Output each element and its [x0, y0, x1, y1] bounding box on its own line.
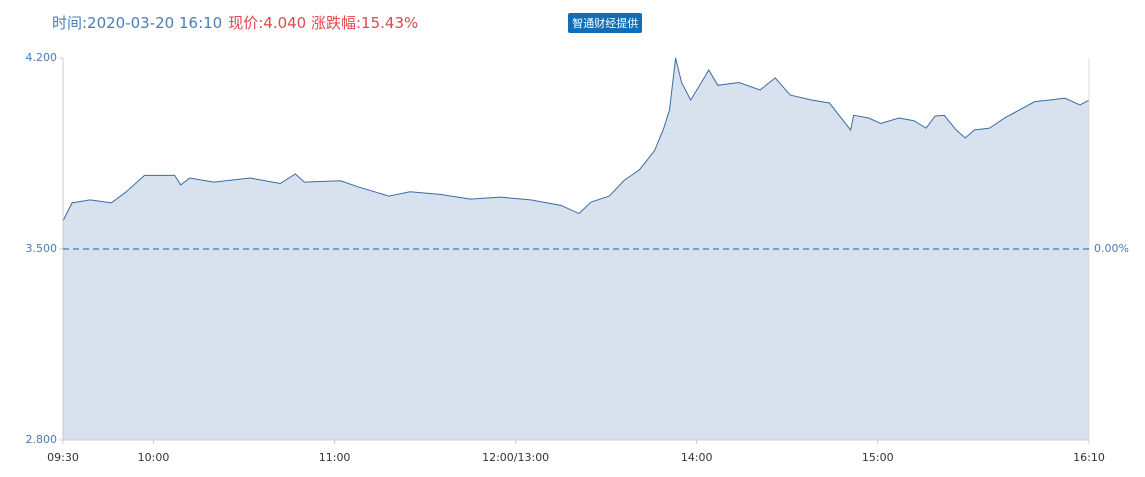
y-tick-label: 2.800: [26, 433, 58, 446]
x-tick-label: 15:00: [862, 451, 894, 464]
price: 现价:4.040 涨跌幅:15.43%: [228, 14, 419, 32]
x-tick-label: 09:30: [47, 451, 79, 464]
y-tick-label: 3.500: [26, 242, 58, 255]
x-tick-label: 11:00: [319, 451, 351, 464]
time: 时间:2020-03-20 16:10: [52, 14, 223, 32]
x-tick-label: 16:10: [1073, 451, 1105, 464]
y-tick-label: 4.200: [26, 51, 58, 64]
header: 时间:2020-03-20 16:10 现价:4.040 涨跌幅:15.43% …: [52, 12, 643, 33]
x-tick-label: 14:00: [681, 451, 713, 464]
reference-label: 0.00%: [1094, 242, 1129, 255]
x-tick-label: 10:00: [138, 451, 170, 464]
price-line: [62, 57, 1090, 222]
badge: 智通财经提供: [568, 12, 643, 33]
x-tick-label: 12:00/13:00: [482, 451, 549, 464]
